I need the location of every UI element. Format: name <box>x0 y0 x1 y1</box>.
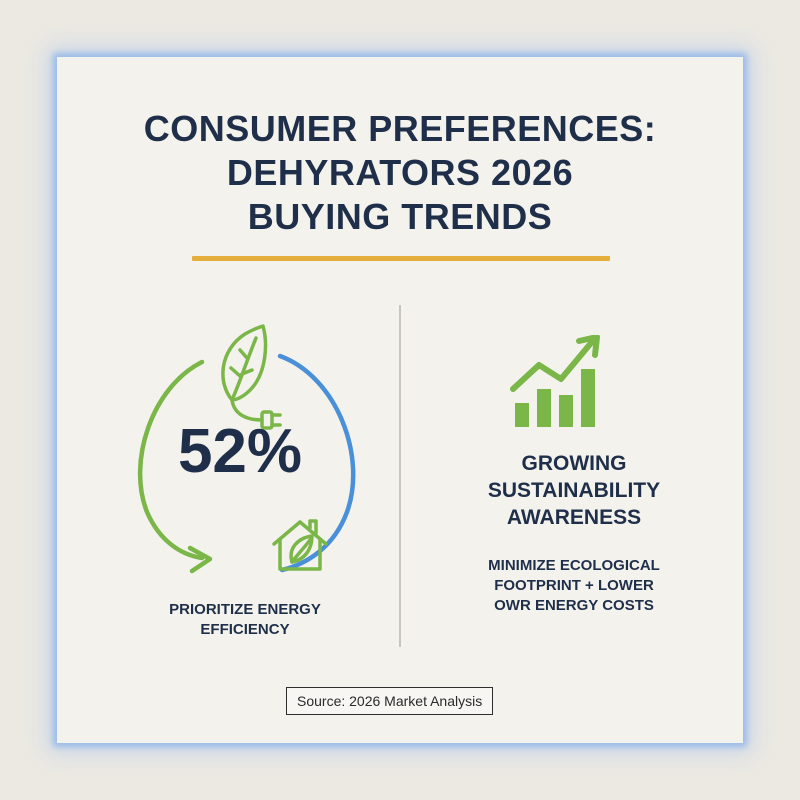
caption-line-1: PRIORITIZE ENERGY <box>169 601 321 618</box>
growth-chart-icon <box>510 335 600 427</box>
heading-line-1: GROWING <box>521 452 627 475</box>
heading-line-2: SUSTAINABILITY <box>487 479 661 502</box>
title-line-3: BUYING TRENDS <box>247 196 553 237</box>
caption-line-2: EFFICIENCY <box>200 621 290 638</box>
cycle-arrows-icon <box>137 324 356 574</box>
energy-efficiency-caption: PRIORITIZE ENERGY EFFICIENCY <box>130 600 360 640</box>
title-line-1: CONSUMER PREFERENCES: <box>143 108 657 149</box>
title-line-2: DEHYRATORS 2026 <box>226 152 574 193</box>
heading-line-3: AWARENESS <box>506 506 642 529</box>
leaf-plug-icon <box>221 324 282 430</box>
subtext-line-2: FOOTPRINT + LOWER <box>494 577 654 594</box>
subtext-line-1: MINIMIZE ECOLOGICAL <box>488 557 660 574</box>
title-underline <box>192 256 610 261</box>
page-title: CONSUMER PREFERENCES: DEHYRATORS 2026 BU… <box>57 107 743 239</box>
subtext-line-3: OWR ENERGY COSTS <box>494 597 654 614</box>
infographic-card: CONSUMER PREFERENCES: DEHYRATORS 2026 BU… <box>57 57 743 743</box>
column-divider <box>399 305 401 647</box>
eco-house-icon <box>272 519 328 571</box>
source-label: Source: 2026 Market Analysis <box>286 687 494 715</box>
sustainability-heading: GROWING SUSTAINABILITY AWARENESS <box>429 450 719 531</box>
energy-efficiency-percent: 52% <box>177 417 303 486</box>
sustainability-subtext: MINIMIZE ECOLOGICAL FOOTPRINT + LOWER OW… <box>429 556 719 616</box>
